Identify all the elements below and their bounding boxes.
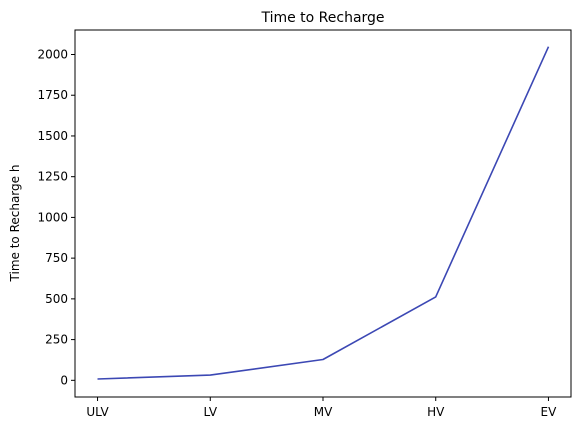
y-tick-label: 1500 (37, 129, 68, 143)
y-tick-label: 500 (45, 292, 68, 306)
x-tick-label: HV (427, 405, 445, 419)
chart-title: Time to Recharge (260, 10, 384, 26)
x-tick-label: ULV (86, 405, 109, 419)
y-tick-label: 1250 (37, 170, 68, 184)
plot-area: ULV LV MV HV EV 0 250 500 750 1000 1250 1500 1750 200… (37, 46, 558, 419)
y-tick-label: 1000 (37, 210, 68, 224)
plot-frame (74, 29, 572, 398)
x-tick-label: EV (541, 405, 558, 419)
x-tick-label: MV (314, 405, 333, 419)
y-axis-title: Time to Recharge h (8, 165, 22, 283)
y-tick-label: 2000 (37, 48, 68, 62)
y-tick-label: 250 (45, 333, 68, 347)
y-tick-label: 1750 (37, 88, 68, 102)
y-tick-label: 750 (45, 251, 68, 265)
series-line (97, 46, 550, 380)
x-tick-label: LV (203, 405, 217, 419)
y-tick-label: 0 (60, 373, 68, 387)
